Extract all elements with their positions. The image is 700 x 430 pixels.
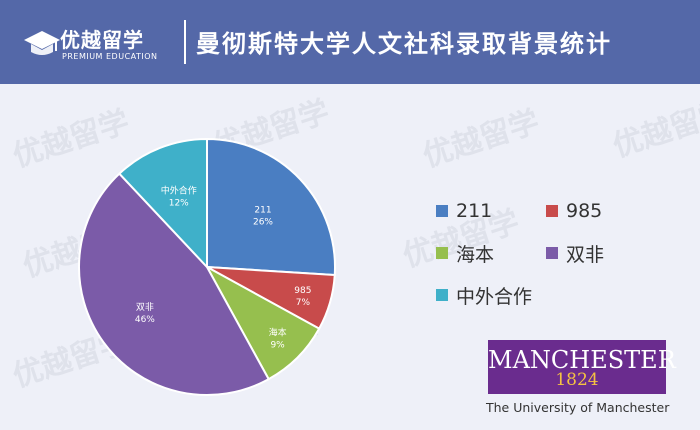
legend-label: 211 xyxy=(456,200,493,222)
chart-legend: 211 985 海本 双非 中外合作 xyxy=(436,200,686,320)
legend-swatch xyxy=(436,247,448,259)
university-logo-name: MANCHESTER xyxy=(488,346,676,374)
slice-percent-2: 9% xyxy=(270,341,285,351)
legend-item-zhongwai: 中外合作 xyxy=(436,284,533,308)
pie-slice-4 xyxy=(117,137,208,270)
slice-percent-3: 46% xyxy=(135,315,155,325)
pie-chart: 211 26% 985 7% 海本 9% 双非 46% 中外合作 12% xyxy=(78,137,336,396)
university-logo-box: MANCHESTER 1824 xyxy=(488,340,676,394)
legend-label: 985 xyxy=(566,200,603,222)
legend-label: 双非 xyxy=(566,243,605,266)
legend-label: 中外合作 xyxy=(456,285,533,308)
university-name-text: The University of Manchester xyxy=(486,400,670,415)
logo-chinese-text: 优越留学 xyxy=(60,28,144,52)
logo-english-text: PREMIUM EDUCATION xyxy=(62,52,158,61)
legend-label: 海本 xyxy=(456,243,495,266)
legend-swatch xyxy=(436,205,448,217)
legend-item-shuangfei: 双非 xyxy=(546,242,605,266)
university-logo: MANCHESTER 1824 The University of Manche… xyxy=(486,340,678,420)
slice-label-0: 211 xyxy=(254,205,271,215)
brand-logo: 优越留学 PREMIUM EDUCATION xyxy=(22,22,167,66)
header-bar: 优越留学 PREMIUM EDUCATION 曼彻斯特大学人文社科录取背景统计 xyxy=(0,0,700,84)
graduation-cap-icon xyxy=(24,31,60,55)
page-title: 曼彻斯特大学人文社科录取背景统计 xyxy=(196,30,612,58)
legend-item-haiben: 海本 xyxy=(436,242,495,266)
pie-slice-3 xyxy=(78,172,271,396)
header-divider xyxy=(184,20,186,64)
slice-label-2: 海本 xyxy=(269,327,287,339)
legend-item-985: 985 xyxy=(546,200,602,222)
slice-percent-1: 7% xyxy=(296,298,311,308)
legend-swatch xyxy=(546,205,558,217)
slice-label-1: 985 xyxy=(294,286,311,296)
legend-swatch xyxy=(436,289,448,301)
slice-percent-0: 26% xyxy=(253,217,273,227)
legend-item-211: 211 xyxy=(436,200,492,222)
slice-label-4: 中外合作 xyxy=(161,185,197,197)
pie-slice-0 xyxy=(206,137,336,277)
legend-swatch xyxy=(546,247,558,259)
university-logo-year: 1824 xyxy=(555,370,599,390)
slice-label-3: 双非 xyxy=(136,301,154,313)
slice-percent-4: 12% xyxy=(169,199,189,209)
